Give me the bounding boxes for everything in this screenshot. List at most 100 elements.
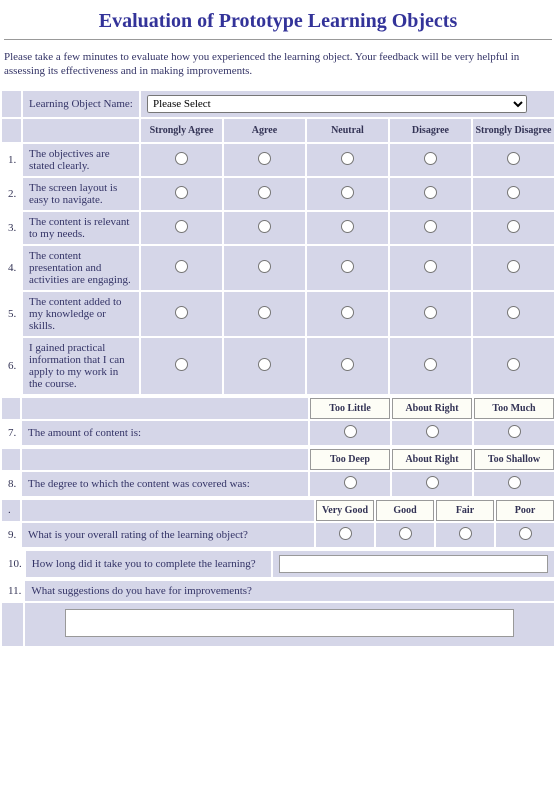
spacer-label [23, 119, 139, 142]
spacer-label [22, 500, 314, 521]
q3-radio[interactable] [175, 220, 188, 233]
q-text: What suggestions do you have for improve… [25, 581, 554, 601]
col-disagree: Disagree [390, 119, 471, 142]
q1-radio[interactable] [341, 152, 354, 165]
suggestions-table: 11. What suggestions do you have for imp… [0, 579, 556, 648]
q1-radio[interactable] [258, 152, 271, 165]
q-text: The screen layout is easy to navigate. [23, 178, 139, 210]
rating-table: . Very Good Good Fair Poor 9. What is yo… [0, 498, 556, 549]
q9-radio[interactable] [519, 527, 532, 540]
duration-cell [273, 551, 554, 577]
q-num: 3. [2, 212, 21, 244]
q-text: What is your overall rating of the learn… [22, 523, 314, 547]
q6-radio[interactable] [507, 358, 520, 371]
q6-radio[interactable] [175, 358, 188, 371]
spacer [2, 91, 21, 117]
col-strongly-disagree: Strongly Disagree [473, 119, 554, 142]
col-very-good: Very Good [316, 500, 374, 521]
q-text: The amount of content is: [22, 421, 308, 445]
spacer-label [22, 449, 308, 470]
q4-radio[interactable] [175, 260, 188, 273]
q-num: 9. [2, 523, 20, 547]
q2-radio[interactable] [507, 186, 520, 199]
q5-radio[interactable] [424, 306, 437, 319]
q5-radio[interactable] [507, 306, 520, 319]
q1-radio[interactable] [507, 152, 520, 165]
col-too-deep: Too Deep [310, 449, 390, 470]
q-text: The objectives are stated clearly. [23, 144, 139, 176]
q3-radio[interactable] [424, 220, 437, 233]
spacer [2, 398, 20, 419]
q4-radio[interactable] [258, 260, 271, 273]
q3-radio[interactable] [258, 220, 271, 233]
col-about-right: About Right [392, 398, 472, 419]
q-text: The content added to my knowledge or ski… [23, 292, 139, 336]
spacer [2, 603, 23, 646]
col-agree: Agree [224, 119, 305, 142]
q8-radio[interactable] [344, 476, 357, 489]
depth-table: Too Deep About Right Too Shallow 8. The … [0, 447, 556, 498]
q7-radio[interactable] [508, 425, 521, 438]
q6-radio[interactable] [258, 358, 271, 371]
col-too-shallow: Too Shallow [474, 449, 554, 470]
q5-radio[interactable] [258, 306, 271, 319]
q9-radio[interactable] [399, 527, 412, 540]
col-strongly-agree: Strongly Agree [141, 119, 222, 142]
spacer [2, 119, 21, 142]
q8-radio[interactable] [426, 476, 439, 489]
q3-radio[interactable] [341, 220, 354, 233]
spacer: . [2, 500, 20, 521]
spacer-label [22, 398, 308, 419]
q2-radio[interactable] [258, 186, 271, 199]
object-name-select[interactable]: Please Select [147, 95, 527, 113]
q8-radio[interactable] [508, 476, 521, 489]
q7-radio[interactable] [426, 425, 439, 438]
q4-radio[interactable] [507, 260, 520, 273]
q6-radio[interactable] [341, 358, 354, 371]
q-num: 11. [2, 581, 23, 601]
q-text: The content presentation and activities … [23, 246, 139, 290]
q4-radio[interactable] [341, 260, 354, 273]
object-name-label: Learning Object Name: [23, 91, 139, 117]
q5-radio[interactable] [175, 306, 188, 319]
suggestions-cell [25, 603, 554, 646]
q-num: 4. [2, 246, 21, 290]
col-fair: Fair [436, 500, 494, 521]
col-good: Good [376, 500, 434, 521]
q-text: The degree to which the content was cove… [22, 472, 308, 496]
q-num: 7. [2, 421, 20, 445]
intro-text: Please take a few minutes to evaluate ho… [0, 46, 556, 89]
q2-radio[interactable] [341, 186, 354, 199]
q4-radio[interactable] [424, 260, 437, 273]
q2-radio[interactable] [175, 186, 188, 199]
q5-radio[interactable] [341, 306, 354, 319]
object-name-cell: Please Select [141, 91, 554, 117]
q-num: 1. [2, 144, 21, 176]
q1-radio[interactable] [424, 152, 437, 165]
q-text: How long did it take you to complete the… [26, 551, 271, 577]
q9-radio[interactable] [339, 527, 352, 540]
q3-radio[interactable] [507, 220, 520, 233]
col-neutral: Neutral [307, 119, 388, 142]
q-text: I gained practical information that I ca… [23, 338, 139, 394]
q7-radio[interactable] [344, 425, 357, 438]
suggestions-textarea[interactable] [65, 609, 514, 637]
col-poor: Poor [496, 500, 554, 521]
q-num: 8. [2, 472, 20, 496]
q2-radio[interactable] [424, 186, 437, 199]
duration-input[interactable] [279, 555, 548, 573]
duration-table: 10. How long did it take you to complete… [0, 549, 556, 579]
q1-radio[interactable] [175, 152, 188, 165]
q-num: 2. [2, 178, 21, 210]
col-too-much: Too Much [474, 398, 554, 419]
q-text: The content is relevant to my needs. [23, 212, 139, 244]
q-num: 10. [2, 551, 24, 577]
amount-table: Too Little About Right Too Much 7. The a… [0, 396, 556, 447]
q9-radio[interactable] [459, 527, 472, 540]
q-num: 5. [2, 292, 21, 336]
q6-radio[interactable] [424, 358, 437, 371]
survey-table: Learning Object Name: Please Select Stro… [0, 89, 556, 396]
spacer [2, 449, 20, 470]
q-num: 6. [2, 338, 21, 394]
col-too-little: Too Little [310, 398, 390, 419]
